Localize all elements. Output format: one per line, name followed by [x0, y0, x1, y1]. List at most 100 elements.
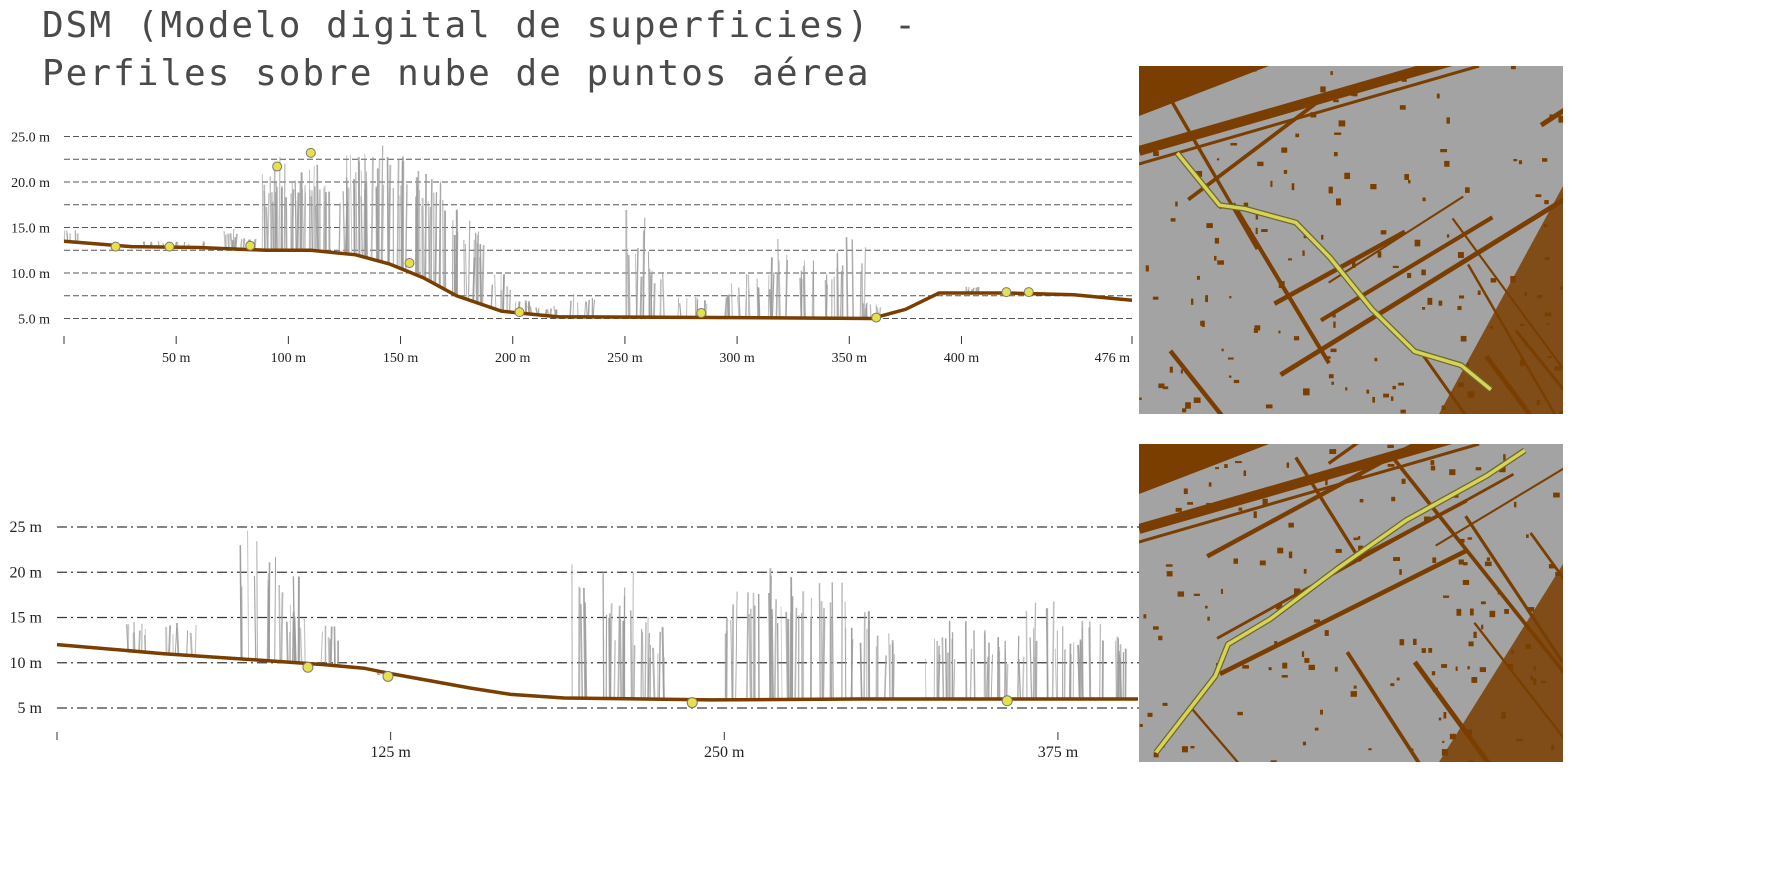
cloud-strand [365, 181, 368, 258]
map-building [1288, 522, 1294, 528]
map-building [1457, 252, 1464, 258]
cloud-strand [633, 645, 636, 699]
cloud-strand [572, 293, 575, 317]
cloud-strand [338, 203, 341, 254]
map-building [1559, 411, 1563, 414]
cloud-strand [386, 156, 389, 264]
map-building [1392, 265, 1399, 269]
map-building [1479, 667, 1487, 673]
cloud-strand [275, 182, 278, 251]
profile-chart-1: 5.0 m 10.0 m 15.0 m 20.0 m 25.0 m 50 m 100 m 15… [11, 131, 1133, 366]
cloud-strand [844, 601, 847, 700]
map-building [1560, 667, 1563, 673]
map-building [1304, 658, 1310, 663]
map-building [1293, 588, 1301, 596]
cloud-strand [811, 271, 814, 319]
cloud-strand [602, 571, 605, 699]
y-tick-label: 15.0 m [11, 222, 50, 237]
map-building [1544, 312, 1552, 317]
map-building [1175, 507, 1182, 512]
map-building [1463, 562, 1468, 566]
cloud-strand [430, 179, 433, 282]
map-building [1555, 572, 1561, 576]
map-building [1262, 498, 1268, 506]
cloud-strand [360, 170, 364, 257]
map-building [1185, 402, 1191, 409]
map-building [1424, 516, 1431, 523]
map-building [1358, 545, 1363, 552]
cloud-strand [380, 145, 384, 262]
cloud-strand [265, 206, 269, 251]
cloud-strand [862, 303, 865, 319]
map-building [1207, 616, 1210, 621]
cloud-strand [189, 632, 193, 656]
map-building [1234, 461, 1242, 464]
y-tick-label: 20.0 m [11, 176, 50, 191]
cloud-strand [773, 599, 778, 700]
y-tick-label: 10.0 m [11, 267, 50, 282]
cloud-strand [253, 576, 257, 660]
map-building [1308, 664, 1315, 671]
map-building [1446, 234, 1450, 238]
map-building [1303, 568, 1307, 574]
cloud-strand [138, 630, 141, 652]
map-building [1507, 663, 1514, 670]
cloud-strand [869, 304, 872, 319]
map-building [1331, 381, 1334, 385]
cloud-strand [986, 656, 989, 699]
map-building [1196, 275, 1200, 280]
control-point-marker [1001, 695, 1013, 707]
cloud-strand [771, 272, 775, 318]
cloud-strand [1063, 649, 1066, 699]
map-building [1393, 79, 1398, 83]
cloud-strand [323, 187, 325, 252]
cloud-strand [936, 645, 941, 699]
map-building [1421, 648, 1426, 653]
map-building [1215, 467, 1219, 470]
map-building [1288, 551, 1293, 559]
map-building [1457, 382, 1464, 388]
cloud-strand [738, 287, 741, 318]
map-building [1503, 454, 1506, 461]
map-building [1436, 93, 1440, 99]
map-building [1245, 228, 1251, 232]
map-building [1153, 626, 1159, 630]
map-street [1539, 108, 1563, 128]
cloud-strand [653, 283, 656, 318]
map-building [1310, 112, 1317, 118]
map-building [1275, 603, 1281, 610]
map-building [1536, 399, 1540, 406]
map-building [1162, 386, 1169, 390]
map-building [1330, 71, 1333, 76]
map-building [1544, 257, 1550, 260]
map-building [1481, 624, 1484, 630]
cloud-strand [823, 617, 826, 700]
map-street [1338, 498, 1468, 570]
cloud-strand [239, 545, 242, 659]
cloud-strand [746, 592, 749, 700]
map-building [1206, 223, 1213, 229]
cloud-strand [442, 200, 445, 289]
map-building [1193, 397, 1201, 403]
map-building [1533, 665, 1536, 671]
cloud-strand [745, 273, 748, 318]
map-building [1390, 396, 1394, 401]
map-building [1441, 405, 1446, 410]
cloud-strand [677, 297, 680, 318]
map-building [1205, 605, 1208, 609]
map-building [1455, 666, 1458, 671]
map-building [1139, 397, 1142, 401]
cloud-strand [186, 630, 189, 656]
x-tick-label: 250 m [607, 351, 643, 366]
map-railway-band [1139, 444, 1480, 544]
map-building [1182, 408, 1187, 413]
cloud-strand [301, 189, 304, 251]
map-building [1268, 667, 1272, 671]
cloud-strand [737, 295, 740, 318]
map-building [1331, 486, 1334, 489]
cloud-strand [296, 192, 300, 251]
map-building [1475, 467, 1482, 471]
profile-route-line [1175, 151, 1493, 391]
cloud-strand [1115, 636, 1119, 699]
map-building [1302, 741, 1307, 746]
